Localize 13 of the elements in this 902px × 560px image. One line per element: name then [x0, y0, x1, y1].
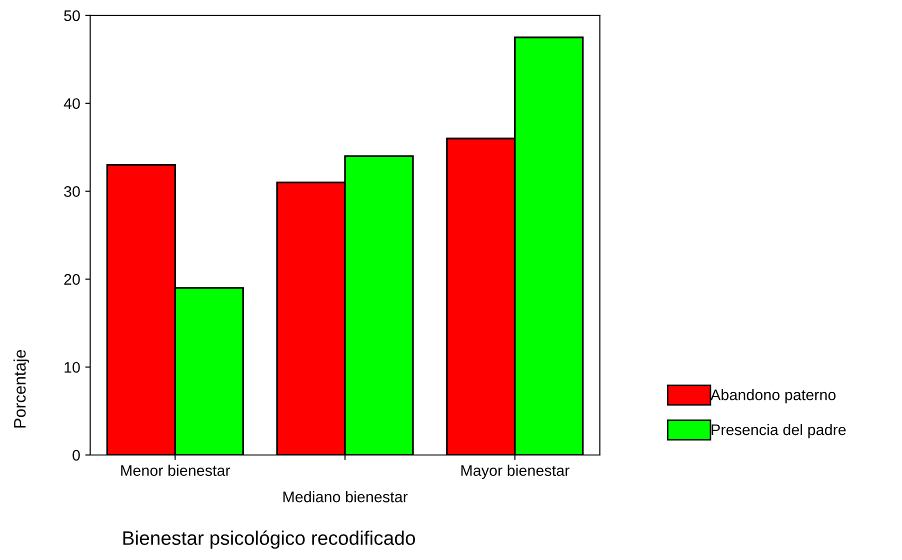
y-axis-title: Porcentaje: [14, 350, 30, 428]
x-axis-title: Bienestar psicológico recodificado: [123, 530, 415, 549]
x-tick-label: Mediano bienestar: [283, 491, 408, 502]
y-tick-label: 20: [64, 274, 80, 285]
y-tick-label: 50: [64, 10, 80, 22]
y-tick-label: 30: [64, 186, 80, 197]
y-tick-label: 40: [64, 98, 80, 110]
x-tick-label: Mayor bienestar: [461, 464, 570, 479]
legend-label: Presencia del padre: [712, 424, 846, 438]
y-tick-label: 0: [72, 450, 80, 461]
legend-label: Abandono paterno: [710, 389, 836, 404]
x-tick-label: Menor bienestar: [121, 464, 230, 476]
y-tick-label: 10: [64, 362, 80, 373]
